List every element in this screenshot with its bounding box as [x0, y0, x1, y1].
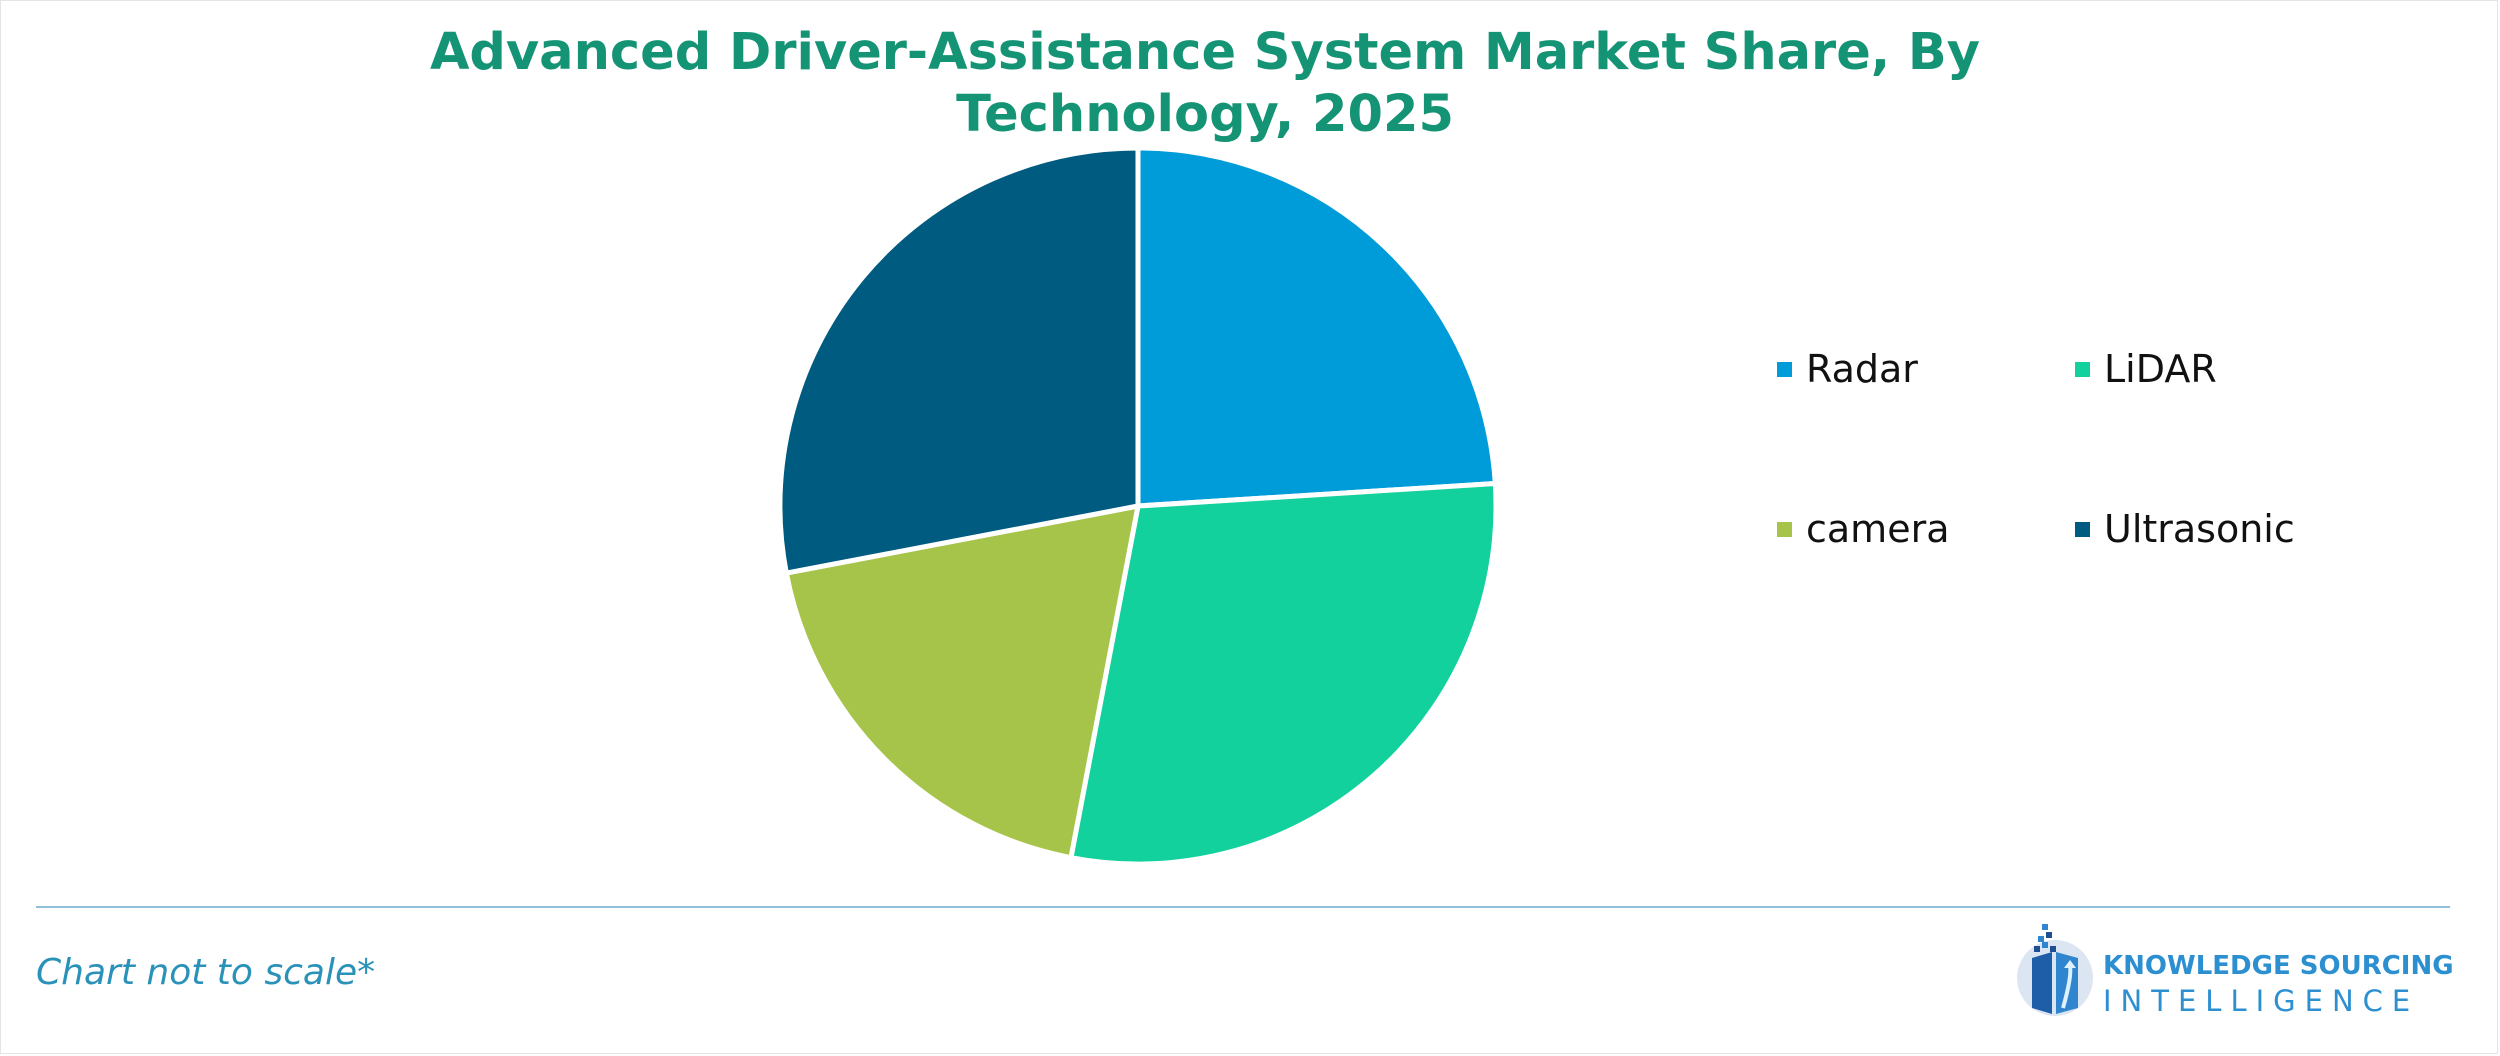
- legend-item-ultrasonic: Ultrasonic: [2075, 506, 2295, 552]
- legend-label-ultrasonic: Ultrasonic: [2104, 507, 2295, 551]
- legend-swatch-camera: [1777, 521, 1792, 537]
- legend-swatch-lidar: [2075, 361, 2090, 377]
- legend-item-camera: camera: [1777, 506, 1949, 552]
- pie-slice-ultrasonic: [777, 145, 1141, 576]
- legend-item-radar: Radar: [1777, 346, 1918, 392]
- pie-slice-radar: [1135, 145, 1498, 509]
- footer-divider: [36, 906, 2450, 908]
- pie-slice-camera: [783, 503, 1141, 861]
- legend-swatch-ultrasonic: [2075, 521, 2090, 537]
- legend-label-radar: Radar: [1806, 347, 1918, 391]
- legend-label-lidar: LiDAR: [2104, 347, 2217, 391]
- logo-mark-icon: [2017, 924, 2093, 1016]
- company-logo: [2017, 924, 2093, 1016]
- logo-text-line1: KNOWLEDGE SOURCING: [2103, 951, 2454, 981]
- chart-title: Advanced Driver-Assistance System Market…: [429, 23, 1981, 144]
- logo-text-line2: INTELLIGENCE: [2103, 984, 2420, 1018]
- legend-item-lidar: LiDAR: [2075, 346, 2217, 392]
- footnote: Chart not to scale*: [36, 952, 376, 993]
- pie-slice-lidar: [1068, 481, 1499, 867]
- legend-label-camera: camera: [1806, 507, 1950, 551]
- legend-swatch-radar: [1777, 361, 1792, 377]
